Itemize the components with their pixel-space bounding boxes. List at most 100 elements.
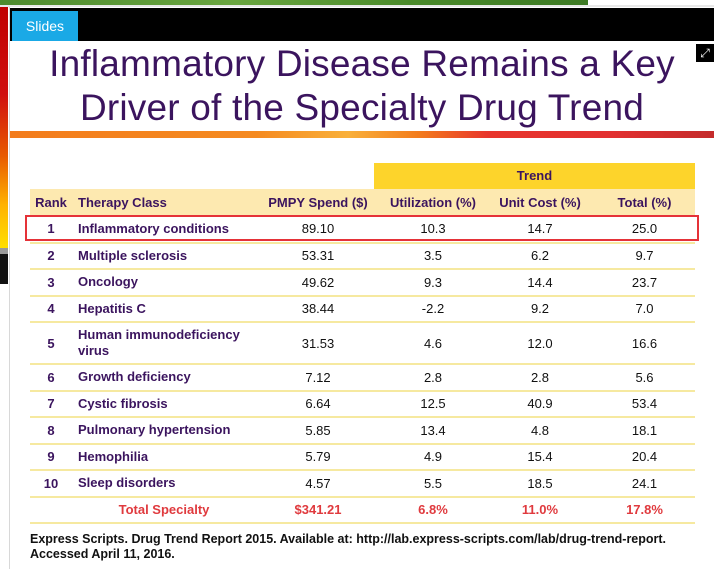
left-thumbnail-strip <box>0 7 8 255</box>
rank-cell: 9 <box>47 449 55 465</box>
total-cell: 24.1 <box>631 475 658 491</box>
unit-cost-cell: 40.9 <box>527 396 553 412</box>
unit-cost-cell: 14.4 <box>527 274 553 290</box>
rank-cell: 1 <box>47 221 55 237</box>
therapy-class-cell: Human immunodeficiency virus <box>78 327 240 358</box>
table-row: 5 Human immunodeficiency virus 31.53 4.6 12.… <box>30 322 695 364</box>
utilization-cell: 10.3 <box>420 221 446 237</box>
total-row: Total Specialty $341.21 6.8% 11.0% 17.8% <box>30 497 695 524</box>
slide-title-line-1: Inflammatory Disease Remains a Key <box>49 43 675 84</box>
unit-cost-cell: 2.8 <box>530 369 550 385</box>
therapy-class-cell: Growth deficiency <box>78 369 191 385</box>
expand-arrows-icon: ⤢ <box>700 46 710 60</box>
slides-tab[interactable]: Slides <box>12 11 78 41</box>
total-unit-cost: 11.0% <box>521 502 559 518</box>
col-rank: Rank <box>35 195 67 210</box>
utilization-cell: 9.3 <box>423 274 443 290</box>
utilization-cell: 2.8 <box>423 369 443 385</box>
utilization-cell: 4.6 <box>423 335 443 351</box>
rank-cell: 4 <box>47 301 55 317</box>
left-divider <box>9 7 10 569</box>
pmpy-spend-cell: 5.85 <box>305 422 331 438</box>
unit-cost-cell: 14.7 <box>527 221 553 237</box>
total-label: Total Specialty <box>118 502 210 518</box>
table-row: 6 Growth deficiency 7.12 2.8 2.8 5.6 <box>30 364 695 391</box>
utilization-cell: 3.5 <box>423 248 443 264</box>
therapy-class-cell: Hemophilia <box>78 448 149 464</box>
total-blank <box>30 497 72 524</box>
left-thumbnail-dark <box>0 254 8 284</box>
col-total: Total (%) <box>617 195 672 210</box>
unit-cost-cell: 18.5 <box>527 475 553 491</box>
unit-cost-cell: 9.2 <box>530 301 550 317</box>
unit-cost-cell: 12.0 <box>527 335 553 351</box>
slide-title: Inflammatory Disease Remains a Key Drive… <box>14 42 710 130</box>
table-header-row: Rank Therapy Class PMPY Spend ($) Utiliz… <box>30 189 695 216</box>
col-therapy-class: Therapy Class <box>78 195 167 210</box>
pmpy-spend-cell: 53.31 <box>301 248 335 264</box>
pmpy-spend-cell: 49.62 <box>301 274 335 290</box>
pmpy-spend-cell: 38.44 <box>301 301 335 317</box>
therapy-class-cell: Cystic fibrosis <box>78 395 168 411</box>
table-row: 10 Sleep disorders 4.57 5.5 18.5 24.1 <box>30 470 695 497</box>
total-cell: 53.4 <box>631 396 658 412</box>
col-utilization: Utilization (%) <box>390 195 476 210</box>
viewer-header-bar <box>10 8 714 41</box>
total-cell: 5.6 <box>635 369 654 385</box>
therapy-class-cell: Hepatitis C <box>78 300 146 316</box>
pmpy-spend-cell: 6.64 <box>305 396 331 412</box>
therapy-class-cell: Oncology <box>78 274 138 290</box>
utilization-cell: 13.4 <box>420 422 446 438</box>
total-cell: 25.0 <box>631 221 658 237</box>
total-cell: 9.7 <box>635 248 654 264</box>
utilization-cell: 4.9 <box>423 449 443 465</box>
trend-group-header: Trend <box>374 163 695 189</box>
left-thumbnail-gray <box>0 248 8 254</box>
highlight-box <box>25 215 699 241</box>
rank-cell: 10 <box>43 475 59 491</box>
utilization-cell: 12.5 <box>420 396 446 412</box>
total-cell: 18.1 <box>631 422 658 438</box>
total-cell: 23.7 <box>631 274 658 290</box>
utilization-cell: 5.5 <box>423 475 443 491</box>
total-pmpy-spend: $341.21 <box>294 502 342 518</box>
rank-cell: 3 <box>47 274 55 290</box>
table-row: 8 Pulmonary hypertension 5.85 13.4 4.8 18.1 <box>30 417 695 444</box>
rank-cell: 5 <box>47 335 55 351</box>
total-utilization: 6.8% <box>418 502 448 518</box>
therapy-class-cell: Sleep disorders <box>78 475 176 491</box>
rank-cell: 6 <box>47 369 55 385</box>
rank-cell: 7 <box>47 396 55 412</box>
table-row: 7 Cystic fibrosis 6.64 12.5 40.9 53.4 <box>30 391 695 417</box>
expand-button[interactable]: ⤢ <box>696 44 714 62</box>
drug-trend-table: Rank Therapy Class PMPY Spend ($) Utiliz… <box>30 189 695 524</box>
table-row: 9 Hemophilia 5.79 4.9 15.4 20.4 <box>30 444 695 470</box>
total-cell: 16.6 <box>631 335 658 351</box>
unit-cost-cell: 4.8 <box>530 422 550 438</box>
col-unit-cost: Unit Cost (%) <box>499 195 581 210</box>
unit-cost-cell: 15.4 <box>527 449 553 465</box>
pmpy-spend-cell: 4.57 <box>305 475 331 491</box>
pmpy-spend-cell: 31.53 <box>301 335 335 351</box>
unit-cost-cell: 6.2 <box>530 248 550 264</box>
total-cell: 20.4 <box>631 449 658 465</box>
table-row: 3 Oncology 49.62 9.3 14.4 23.7 <box>30 269 695 296</box>
total-total: 17.8% <box>626 502 663 518</box>
title-rule <box>10 131 714 138</box>
total-cell: 7.0 <box>635 301 654 317</box>
table-row: 2 Multiple sclerosis 53.31 3.5 6.2 9.7 <box>30 243 695 269</box>
therapy-class-cell: Inflammatory conditions <box>78 220 229 236</box>
table-row: 1 Inflammatory conditions 89.10 10.3 14.7 25.… <box>30 216 695 243</box>
rank-cell: 8 <box>47 422 55 438</box>
top-image-strip <box>0 0 588 5</box>
utilization-cell: -2.2 <box>421 301 445 317</box>
top-divider <box>0 5 714 7</box>
col-pmpy-spend: PMPY Spend ($) <box>268 195 368 210</box>
pmpy-spend-cell: 7.12 <box>305 369 331 385</box>
therapy-class-cell: Pulmonary hypertension <box>78 422 231 438</box>
source-citation: Express Scripts. Drug Trend Report 2015.… <box>30 532 667 561</box>
table-row: 4 Hepatitis C 38.44 -2.2 9.2 7.0 <box>30 296 695 322</box>
rank-cell: 2 <box>47 248 55 264</box>
pmpy-spend-cell: 5.79 <box>305 449 331 465</box>
slide-title-line-2: Driver of the Specialty Drug Trend <box>79 87 645 128</box>
